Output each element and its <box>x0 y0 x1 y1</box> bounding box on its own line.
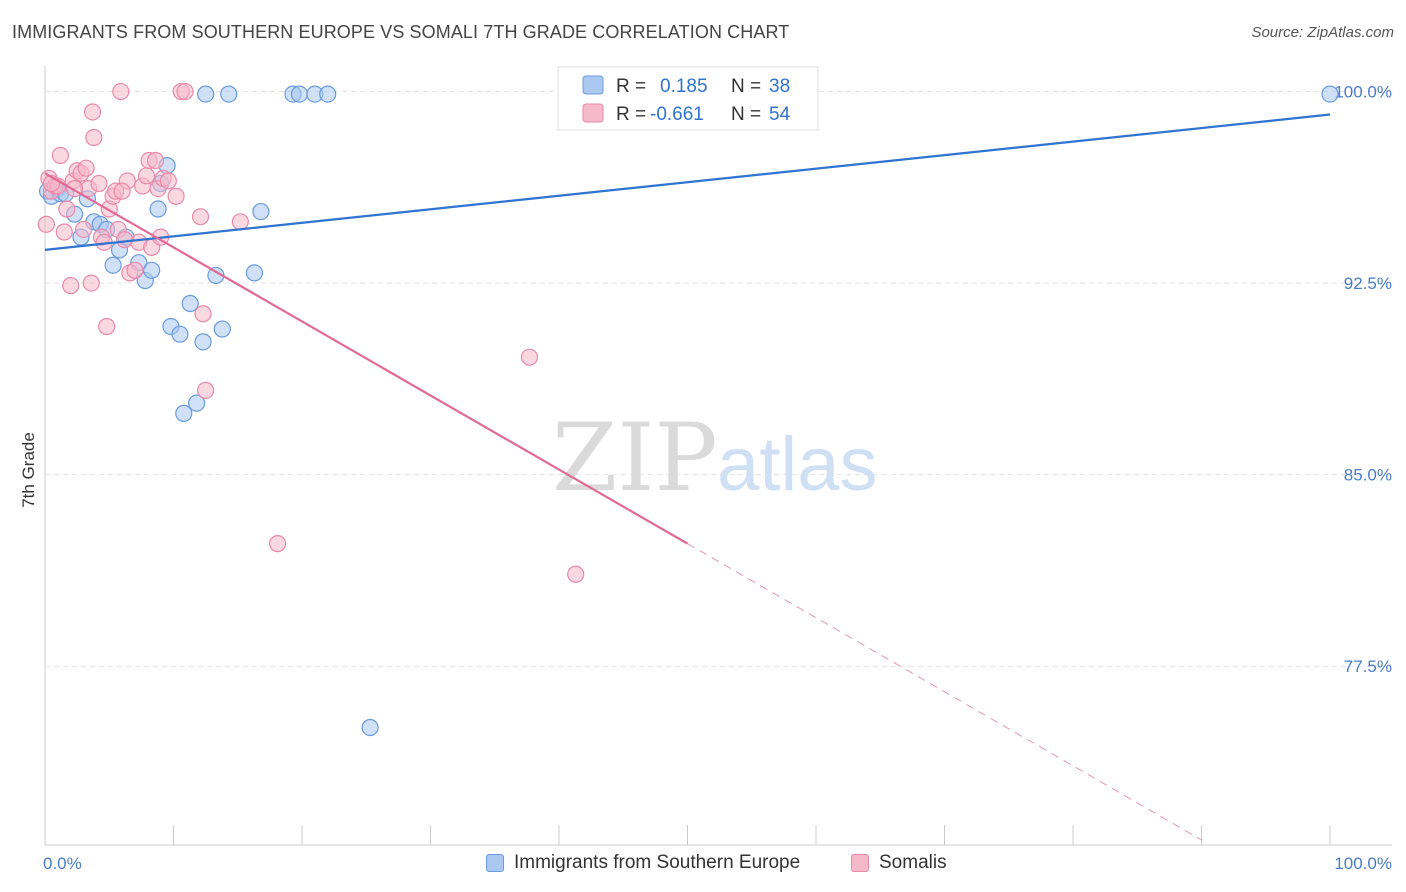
stats-legend: R = 0.185 N = 38 R = -0.661 N = 54 <box>557 66 819 131</box>
point-somalis <box>82 274 100 292</box>
stats-n-label-2: N = <box>731 104 761 125</box>
chart-title: IMMIGRANTS FROM SOUTHERN EUROPE VS SOMAL… <box>12 22 790 42</box>
trend-line-pink <box>44 172 689 545</box>
axes: 7th Grade 100.0% 92.5% 85.0% 77.5% 0.0% 100.0… <box>19 66 1392 873</box>
point-southern-europe <box>175 404 193 422</box>
legend-label-somalis: Somalis <box>879 852 947 873</box>
point-somalis <box>176 82 194 101</box>
legend-item-southern-europe[interactable]: Immigrants from Southern Europe <box>486 852 800 874</box>
stats-swatch-blue <box>582 75 604 95</box>
point-southern-europe <box>171 325 189 343</box>
point-southern-europe <box>290 85 309 103</box>
point-southern-europe <box>213 320 231 338</box>
point-somalis <box>520 348 539 366</box>
stats-swatch-pink <box>582 103 604 123</box>
point-southern-europe <box>149 200 167 218</box>
trend-lines <box>44 113 1331 841</box>
grid-lines <box>45 91 1392 667</box>
watermark-zip: ZIP <box>552 404 718 513</box>
point-somalis <box>167 187 185 205</box>
stats-r-value-1: 0.185 <box>660 76 708 97</box>
point-somalis <box>159 172 177 190</box>
point-somalis <box>146 151 165 170</box>
point-somalis <box>62 277 80 295</box>
series-legend: Immigrants from Southern Europe Somalis <box>0 852 1406 878</box>
stats-r-value-2: -0.661 <box>650 104 704 125</box>
y-tick-label: 100.0% <box>1334 83 1392 102</box>
stats-r-label-2: R = <box>616 104 646 125</box>
point-somalis <box>197 381 215 399</box>
point-somalis <box>191 208 210 226</box>
source-credit: Source: ZipAtlas.com <box>1251 24 1394 41</box>
point-somalis <box>126 261 144 279</box>
point-somalis <box>113 182 131 200</box>
point-somalis <box>116 231 134 249</box>
point-somalis <box>37 215 55 233</box>
point-southern-europe <box>1321 85 1339 103</box>
watermark-atlas: atlas <box>717 422 878 507</box>
stats-r-label-1: R = <box>616 76 646 97</box>
point-somalis <box>90 174 108 193</box>
point-southern-europe <box>361 718 379 737</box>
legend-swatch-blue <box>486 854 504 872</box>
y-tick-label: 85.0% <box>1344 466 1392 485</box>
point-somalis <box>98 317 116 336</box>
point-southern-europe <box>252 202 270 221</box>
stats-n-value-2: 54 <box>769 104 791 125</box>
point-somalis <box>194 305 212 323</box>
legend-item-somalis[interactable]: Somalis <box>851 852 947 874</box>
point-somalis <box>83 103 102 121</box>
point-somalis <box>85 128 103 147</box>
point-southern-europe <box>104 256 122 274</box>
point-somalis <box>268 535 287 553</box>
point-southern-europe <box>181 294 199 313</box>
y-tick-label: 77.5% <box>1344 657 1392 676</box>
stats-n-value-1: 38 <box>769 76 790 97</box>
point-somalis <box>137 167 156 185</box>
point-somalis <box>77 159 95 177</box>
point-southern-europe <box>245 264 264 282</box>
point-southern-europe <box>194 333 212 351</box>
point-somalis <box>55 223 73 241</box>
point-somalis <box>58 200 76 218</box>
point-somalis <box>51 146 70 164</box>
point-somalis <box>231 213 249 231</box>
legend-label-southern-europe: Immigrants from Southern Europe <box>514 852 801 873</box>
point-southern-europe <box>319 85 337 103</box>
watermark: ZIP atlas <box>552 404 878 513</box>
x-tick-label-right: 100.0% <box>1334 854 1392 873</box>
x-tick-label-left: 0.0% <box>43 854 82 873</box>
point-southern-europe <box>143 261 161 279</box>
point-somalis <box>112 82 130 101</box>
y-tick-label: 92.5% <box>1344 274 1392 293</box>
trend-line-extension-pink <box>687 543 1202 841</box>
point-southern-europe <box>188 394 206 412</box>
stats-n-label-1: N = <box>731 76 761 97</box>
point-somalis <box>567 565 585 583</box>
point-southern-europe <box>220 85 238 103</box>
point-southern-europe <box>197 85 215 103</box>
trend-line-blue <box>44 113 1331 251</box>
y-axis-title: 7th Grade <box>19 432 38 508</box>
point-somalis <box>74 220 93 239</box>
data-points <box>37 82 1339 737</box>
legend-swatch-pink <box>851 854 869 872</box>
